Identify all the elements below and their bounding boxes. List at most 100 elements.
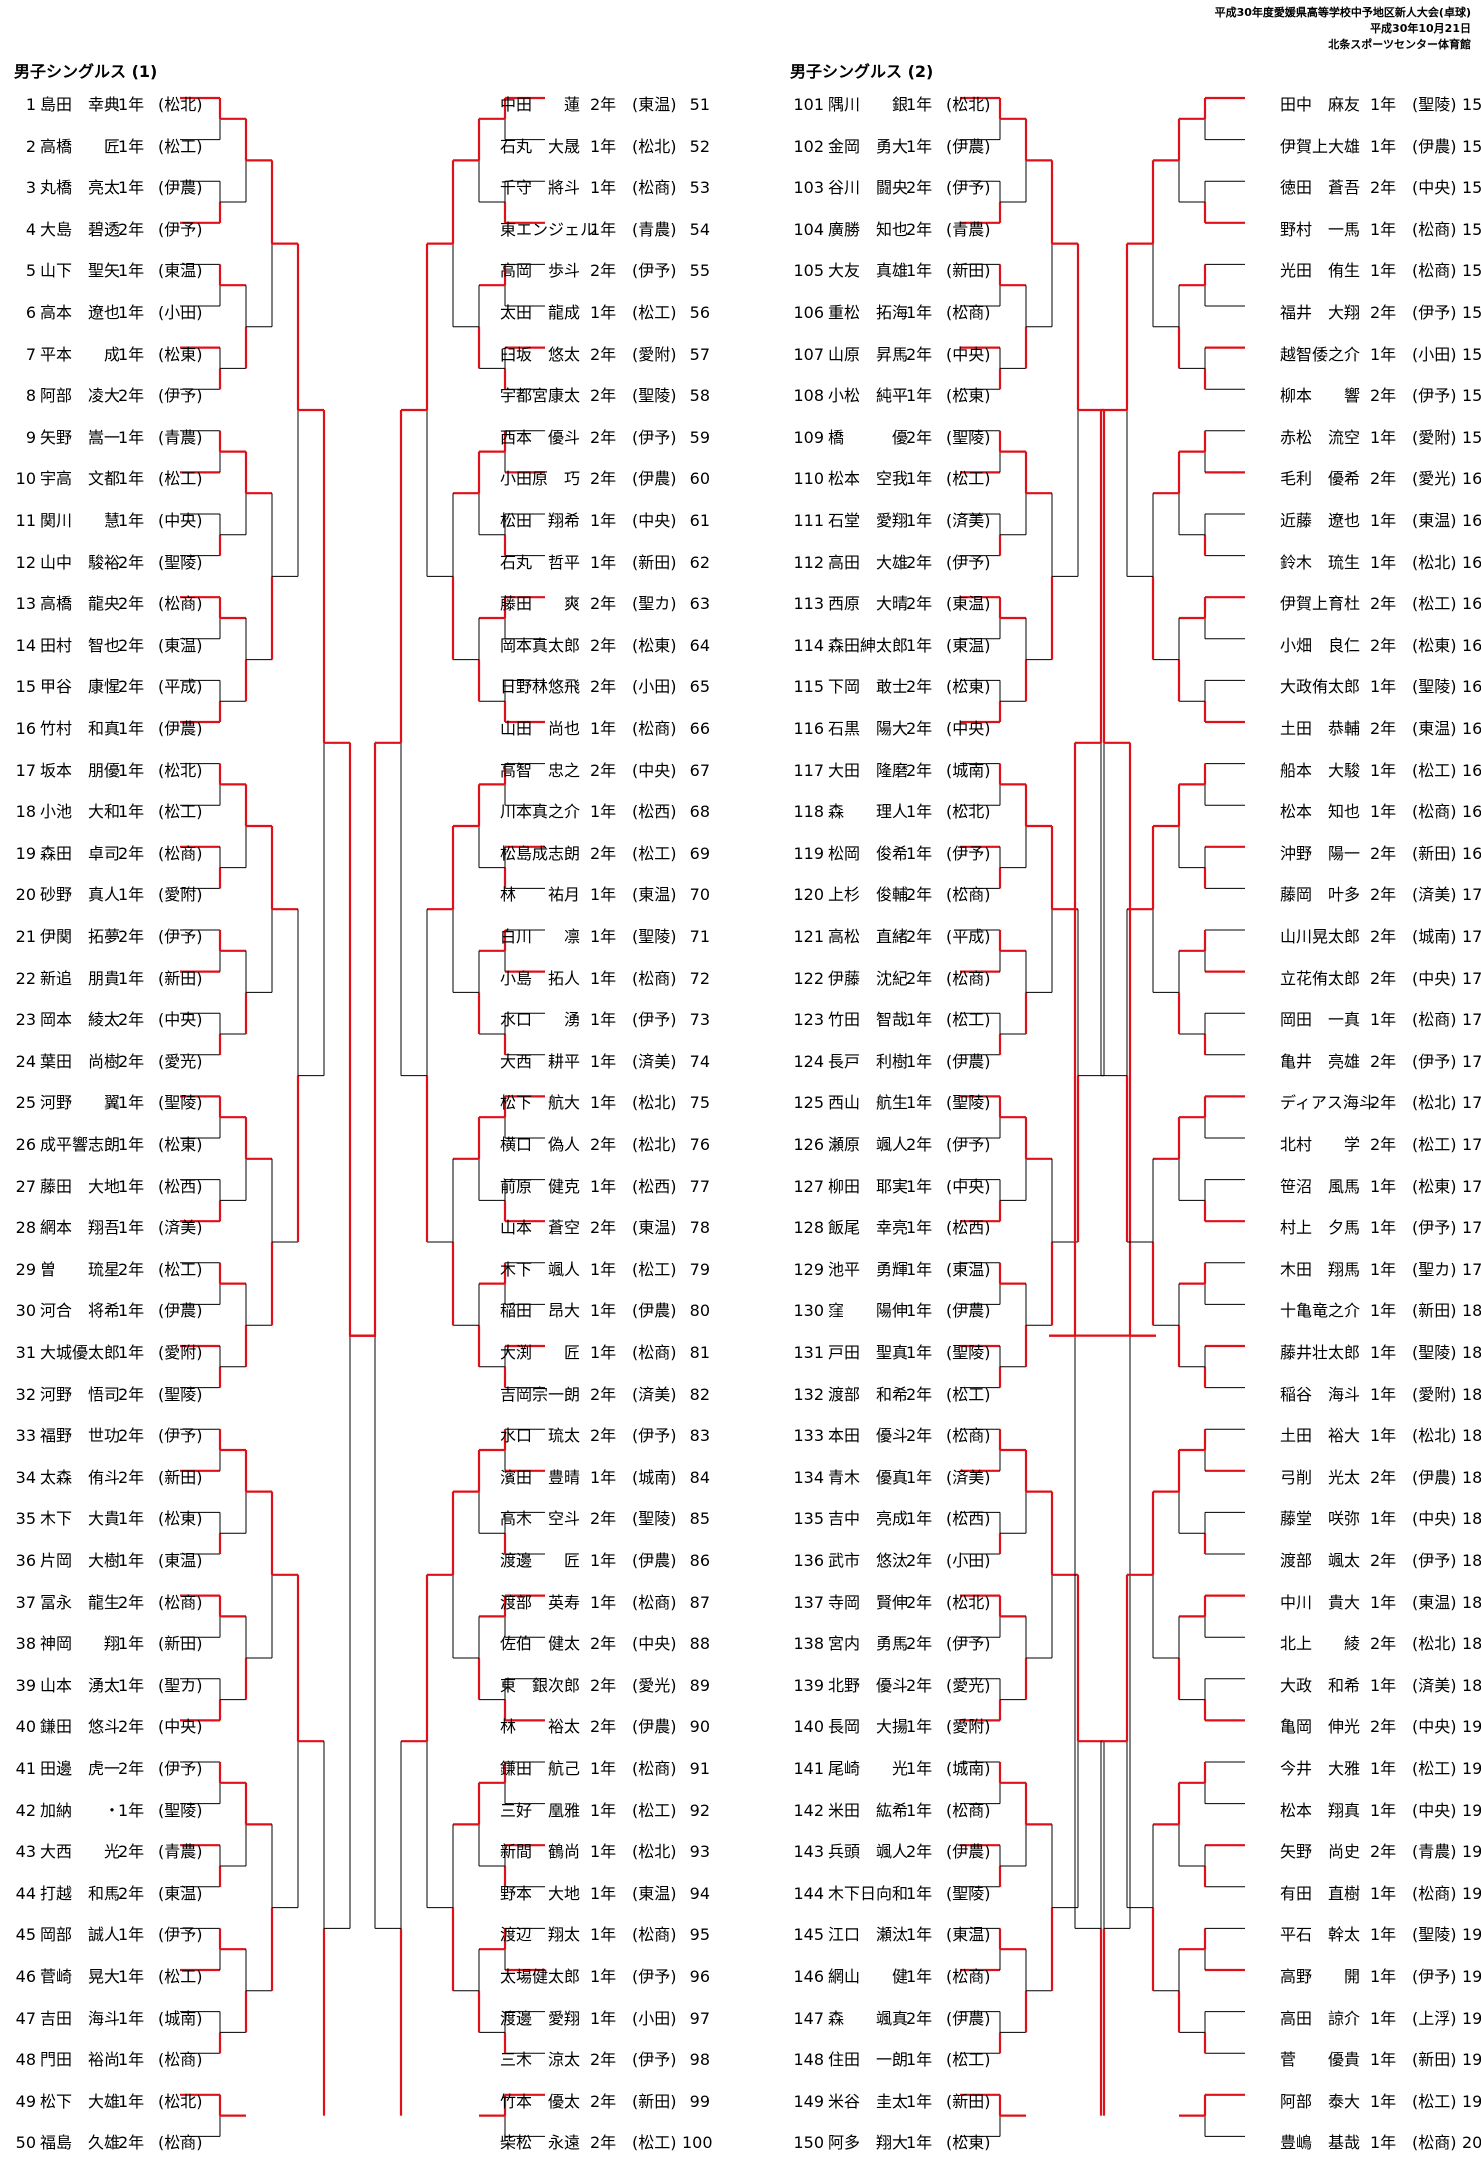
player-grade: 2年 xyxy=(590,261,617,281)
player-school: (小田) xyxy=(632,2008,677,2028)
player-grade: 1年 xyxy=(590,1759,617,1778)
player-number: 133 xyxy=(793,1426,824,1446)
player-name: 亀岡 伸光 xyxy=(1280,1717,1361,1737)
player-entry: 渡部 颯太 2年 (伊予) 186 xyxy=(1280,1547,1481,1570)
player-entry: 6 高本 遼也1年 (小田) xyxy=(14,299,203,322)
player-school: (東温) xyxy=(946,1925,991,1945)
player-entry: 134 青木 優真1年 (済美) xyxy=(790,1464,990,1487)
player-name: 高木 空斗 xyxy=(500,1509,581,1529)
player-name: 森 颯真 xyxy=(828,2008,909,2028)
player-entry: 濱田 豊晴 1年 (城南) 84 xyxy=(500,1464,710,1487)
player-name: 平本 成 xyxy=(40,344,121,364)
player-number: 50 xyxy=(15,2133,36,2153)
player-entry: 越智倭之介 1年 (小田) 157 xyxy=(1280,341,1481,364)
player-number: 9 xyxy=(25,427,36,447)
player-grade: 1年 xyxy=(590,1176,617,1196)
player-school: (済美) xyxy=(632,1051,677,1071)
player-school: (東温) xyxy=(158,635,203,655)
player-number: 98 xyxy=(689,2050,710,2070)
player-school: (聖カ) xyxy=(1412,1259,1457,1279)
player-name: 木下 大貴 xyxy=(40,1509,121,1529)
player-name: 高松 直緒 xyxy=(828,927,909,946)
player-name: 伊藤 沈紀 xyxy=(828,968,909,988)
player-entry: 稲谷 海斗 1年 (愛附) 182 xyxy=(1280,1381,1481,1404)
player-number: 23 xyxy=(15,1010,36,1030)
player-number: 52 xyxy=(689,136,710,156)
player-number: 114 xyxy=(793,635,824,655)
tournament-venue: 北条スポーツセンター体育館 xyxy=(1328,38,1471,51)
player-grade: 1年 xyxy=(906,303,933,322)
player-grade: 2年 xyxy=(906,760,933,780)
player-grade: 1年 xyxy=(590,219,617,239)
player-entry: 東エンジェル1年 (青農) 54 xyxy=(500,216,710,239)
player-grade: 2年 xyxy=(1370,1093,1397,1113)
player-number: 199 xyxy=(1462,2091,1481,2111)
player-number: 120 xyxy=(793,885,824,905)
player-grade: 1年 xyxy=(590,927,617,946)
player-entry: 46 菅崎 晃大1年 (松工) xyxy=(14,1963,203,1986)
player-school: (聖陵) xyxy=(632,386,677,406)
player-grade: 1年 xyxy=(1370,1592,1397,1612)
player-school: (伊予) xyxy=(632,1010,677,1030)
player-number: 68 xyxy=(689,802,710,822)
player-name: 加納 ・ xyxy=(40,1800,121,1820)
player-school: (伊予) xyxy=(946,843,991,863)
player-school: (松商) xyxy=(158,2133,203,2153)
player-school: (松北) xyxy=(946,95,991,114)
player-number: 70 xyxy=(689,885,710,905)
player-school: (新田) xyxy=(632,2091,677,2111)
player-number: 47 xyxy=(15,2008,36,2028)
player-grade: 2年 xyxy=(118,1592,145,1612)
player-name: 高田 大雄 xyxy=(828,552,909,572)
player-school: (聖陵) xyxy=(158,1800,203,1820)
player-school: (青農) xyxy=(946,219,991,239)
player-entry: 亀岡 伸光 2年 (中央) 190 xyxy=(1280,1713,1481,1736)
player-number: 37 xyxy=(15,1592,36,1612)
player-name: 森 理人 xyxy=(828,802,909,822)
player-entry: 110 松本 空我1年 (松工) xyxy=(790,465,990,488)
player-number: 1 xyxy=(25,95,36,114)
player-name: 笹沼 風馬 xyxy=(1280,1176,1361,1196)
player-entry: 徳田 蒼吾 2年 (中央) 153 xyxy=(1280,174,1481,197)
player-number: 162 xyxy=(1462,552,1481,572)
player-name: 関川 慧 xyxy=(40,511,121,530)
player-grade: 1年 xyxy=(118,303,145,322)
player-number: 84 xyxy=(689,1467,710,1487)
player-school: (済美) xyxy=(158,1218,203,1238)
player-number: 164 xyxy=(1462,635,1481,655)
player-number: 112 xyxy=(793,552,824,572)
player-grade: 1年 xyxy=(590,719,617,738)
player-name: 丸橋 亮太 xyxy=(40,178,121,198)
player-grade: 2年 xyxy=(906,719,933,738)
player-school: (愛附) xyxy=(158,1343,203,1362)
player-grade: 2年 xyxy=(118,677,145,697)
player-number: 182 xyxy=(1462,1384,1481,1404)
player-name: 十亀竜之介 xyxy=(1280,1301,1361,1321)
player-school: (松北) xyxy=(632,1135,677,1154)
player-entry: 藤岡 叶多 2年 (済美) 170 xyxy=(1280,881,1481,904)
player-number: 146 xyxy=(793,1967,824,1986)
player-school: (新田) xyxy=(1412,843,1457,863)
player-school: (伊農) xyxy=(632,1551,677,1570)
player-entry: 中川 貴大 1年 (東温) 187 xyxy=(1280,1589,1481,1612)
player-school: (中央) xyxy=(1412,1509,1457,1529)
player-number: 103 xyxy=(793,178,824,198)
player-entry: 有田 直樹 1年 (松商) 194 xyxy=(1280,1880,1481,1903)
player-school: (伊予) xyxy=(1412,1051,1457,1071)
player-name: 渡辺 翔太 xyxy=(500,1925,581,1945)
player-number: 135 xyxy=(793,1509,824,1529)
player-number: 179 xyxy=(1462,1259,1481,1279)
player-number: 10 xyxy=(15,469,36,489)
player-name: 横口 偽人 xyxy=(500,1135,581,1154)
player-number: 152 xyxy=(1462,136,1481,156)
player-school: (伊予) xyxy=(158,1426,203,1446)
player-school: (聖陵) xyxy=(158,1093,203,1113)
player-number: 74 xyxy=(689,1051,710,1071)
player-entry: 41 田邊 虎一2年 (伊予) xyxy=(14,1755,203,1778)
player-name: 船本 大駿 xyxy=(1280,760,1361,780)
player-name: 亀井 亮雄 xyxy=(1280,1051,1361,1071)
player-number: 144 xyxy=(793,1883,824,1903)
player-school: (青農) xyxy=(158,1842,203,1862)
player-number: 191 xyxy=(1462,1759,1481,1778)
player-name: 今井 大雅 xyxy=(1280,1759,1361,1778)
